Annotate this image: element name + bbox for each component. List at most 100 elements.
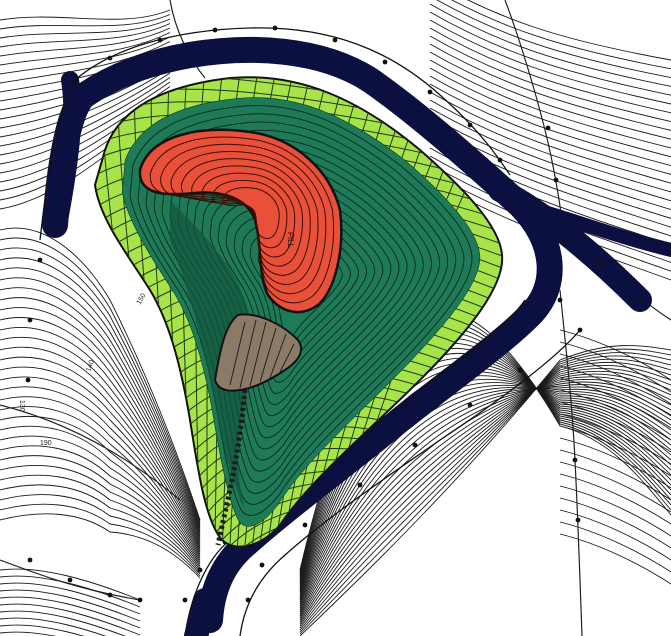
survey-marker — [467, 402, 473, 408]
contour-line — [299, 387, 671, 607]
contour-line — [0, 455, 201, 567]
contour-line — [429, 107, 671, 202]
contour-line — [0, 247, 201, 525]
brown-pad-lines — [229, 319, 295, 389]
contour-line — [429, 83, 671, 175]
contour-line — [559, 353, 671, 405]
contour-line — [0, 72, 171, 147]
elevation-label-c: 130 — [18, 400, 25, 412]
contour-line — [0, 617, 107, 636]
contour-line — [429, 35, 671, 123]
contour-line — [429, 3, 671, 87]
contour-line — [0, 346, 201, 545]
contour-line — [559, 389, 671, 441]
survey-marker — [577, 327, 583, 333]
drainage-channel — [215, 389, 248, 546]
contour-line — [299, 348, 671, 635]
contour-line — [0, 568, 141, 601]
contour-line — [0, 23, 171, 48]
elevation-label-a: 150 — [136, 292, 148, 306]
contour-line — [0, 465, 201, 569]
contour-line — [299, 373, 671, 619]
contour-line — [299, 381, 671, 613]
contour-line — [0, 513, 201, 579]
contour-line — [0, 77, 171, 156]
contour-line — [0, 267, 201, 529]
contour-line — [0, 425, 201, 561]
contour-line — [0, 435, 201, 563]
contour-line — [222, 187, 280, 240]
survey-marker — [572, 457, 578, 463]
contour-line — [0, 81, 171, 165]
contour-line — [559, 521, 671, 573]
contour-line — [211, 179, 288, 249]
survey-marker — [302, 522, 308, 528]
contour-line — [149, 136, 335, 304]
contour-line — [299, 384, 671, 611]
survey-marker — [517, 367, 523, 373]
contour-line — [450, 0, 671, 70]
contour-line — [0, 445, 201, 565]
contour-line — [429, 75, 671, 167]
survey-marker — [137, 597, 143, 603]
contour-line — [299, 358, 671, 629]
contour-line — [559, 401, 671, 453]
survey-marker — [545, 125, 551, 131]
contour-line — [466, 0, 671, 61]
contour-line — [0, 589, 141, 622]
contour-line — [0, 415, 201, 559]
contour-line — [0, 376, 201, 551]
contour-line — [299, 345, 671, 636]
contour-line — [559, 377, 671, 429]
fill-area — [138, 128, 343, 314]
contour-line — [559, 485, 671, 537]
contour-line — [0, 631, 57, 636]
contour-line — [559, 413, 671, 465]
contour-line — [429, 91, 671, 184]
contour-line — [0, 610, 126, 636]
contour-line — [0, 307, 201, 537]
contour-line — [160, 143, 327, 295]
survey-marker — [272, 25, 278, 31]
contour-line — [299, 376, 671, 617]
contour-line — [0, 596, 141, 629]
contour-line — [299, 355, 671, 631]
contour-line — [559, 473, 671, 525]
survey-marker — [332, 37, 338, 43]
contour-line — [299, 367, 671, 623]
contour-line — [559, 341, 671, 393]
contour-line — [0, 396, 201, 555]
contour-line — [429, 11, 671, 96]
contour-line — [299, 378, 671, 615]
elevation-label-left: 190 — [40, 440, 52, 447]
contour-line — [0, 18, 171, 39]
survey-marker — [382, 59, 388, 65]
slope-shadow — [170, 200, 251, 510]
survey-marker — [25, 377, 31, 383]
contour-line — [429, 67, 671, 158]
contour-line — [0, 317, 201, 539]
contour-line — [0, 32, 171, 66]
fill-area-contours — [149, 136, 335, 304]
contour-line — [0, 494, 201, 575]
contour-line — [0, 297, 201, 535]
contour-line — [0, 287, 201, 533]
contour-line — [299, 386, 671, 609]
survey-marker — [27, 317, 33, 323]
elevation-label-b: 140 — [85, 359, 96, 372]
contour-line — [559, 509, 671, 561]
contour-line — [191, 165, 303, 267]
contour-line — [0, 14, 171, 30]
survey-marker — [157, 37, 163, 43]
survey-marker — [553, 177, 559, 183]
contour-line — [0, 406, 201, 557]
contour-line — [299, 384, 671, 603]
contour-line — [0, 9, 171, 21]
survey-marker — [637, 297, 643, 303]
contour-line — [180, 158, 311, 276]
survey-marker — [259, 562, 265, 568]
contour-line — [0, 336, 201, 543]
contour-line — [0, 27, 171, 57]
